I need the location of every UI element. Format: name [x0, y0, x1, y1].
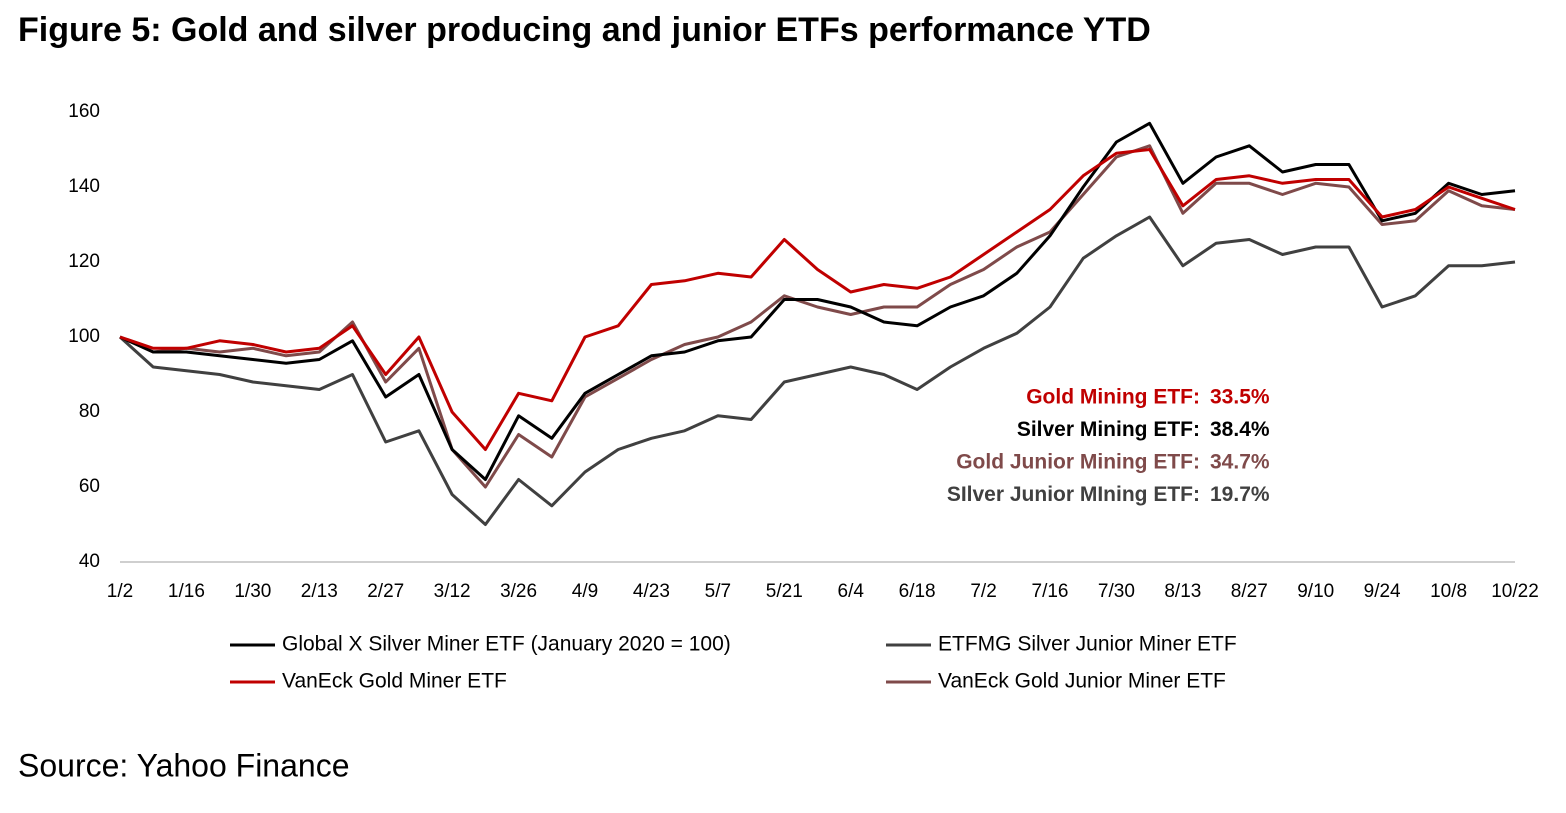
annotation-label: Gold Mining ETF:	[1026, 386, 1200, 409]
x-tick-label: 6/4	[838, 581, 865, 602]
x-tick-label: 4/9	[572, 581, 598, 602]
annotation-label: Silver Mining ETF:	[1017, 418, 1200, 441]
x-tick-label: 8/27	[1231, 581, 1268, 602]
source: Source: Yahoo Finance	[18, 747, 349, 783]
legend-label: VanEck Gold Junior Miner ETF	[938, 670, 1226, 693]
x-tick-label: 4/23	[633, 581, 670, 602]
series-line	[119, 144, 1516, 489]
annotation-value: 34.7%	[1210, 451, 1270, 474]
y-tick-label: 100	[68, 326, 100, 347]
x-tick-label: 6/18	[899, 581, 936, 602]
legend-label: VanEck Gold Miner ETF	[282, 670, 507, 693]
series-line	[119, 148, 1516, 451]
series-line	[119, 121, 1516, 481]
annotation-value: 19.7%	[1210, 483, 1270, 506]
x-tick-label: 2/13	[301, 581, 338, 602]
annotation-label: Gold Junior Mining ETF:	[956, 451, 1200, 474]
x-tick-label: 1/2	[107, 581, 133, 602]
x-tick-label: 7/2	[970, 581, 996, 602]
x-tick-label: 8/13	[1164, 581, 1201, 602]
annotation-value: 33.5%	[1210, 386, 1270, 409]
x-tick-label: 3/26	[500, 581, 537, 602]
y-tick-label: 60	[79, 476, 100, 497]
x-tick-label: 9/10	[1297, 581, 1334, 602]
legend-label: Global X Silver Miner ETF (January 2020 …	[282, 633, 731, 656]
annotation-value: 38.4%	[1210, 418, 1270, 441]
x-tick-label: 5/21	[766, 581, 803, 602]
x-tick-label: 10/22	[1491, 581, 1539, 602]
series-line	[118, 215, 1516, 526]
y-tick-label: 160	[68, 101, 100, 122]
y-tick-label: 80	[79, 401, 100, 422]
x-tick-label: 7/16	[1032, 581, 1069, 602]
x-tick-label: 7/30	[1098, 581, 1135, 602]
y-tick-label: 40	[79, 551, 100, 572]
x-tick-label: 10/8	[1430, 581, 1467, 602]
x-tick-label: 5/7	[705, 581, 731, 602]
legend-label: ETFMG Silver Junior Miner ETF	[938, 633, 1237, 656]
x-tick-label: 2/27	[367, 581, 404, 602]
y-tick-label: 120	[68, 251, 100, 272]
x-tick-label: 1/16	[168, 581, 205, 602]
annotation-label: SIlver Junior MIning ETF:	[947, 483, 1200, 506]
x-tick-label: 1/30	[234, 581, 271, 602]
y-tick-label: 140	[68, 176, 100, 197]
chart-title: Figure 5: Gold and silver producing and …	[18, 11, 1151, 49]
x-tick-label: 9/24	[1364, 581, 1401, 602]
x-tick-label: 3/12	[434, 581, 471, 602]
